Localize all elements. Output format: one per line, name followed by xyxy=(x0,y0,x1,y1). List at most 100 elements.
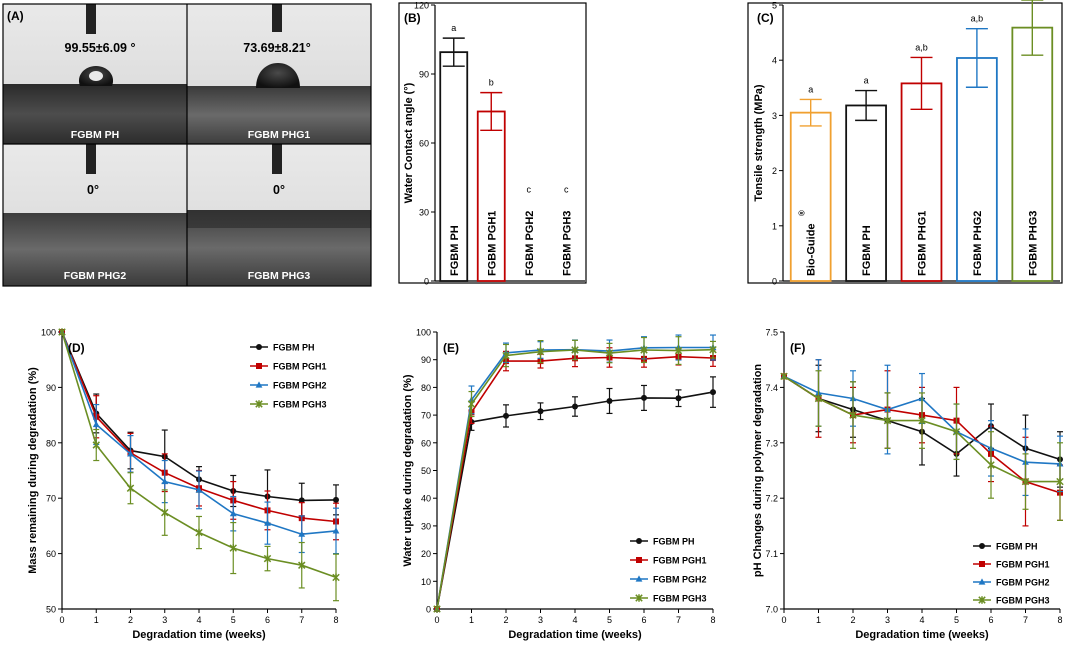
x-tick-label: 4 xyxy=(572,615,577,625)
x-tick-label: 8 xyxy=(333,615,338,625)
contact-angle-value: 99.55±6.09 ° xyxy=(65,41,136,55)
marker-star xyxy=(263,554,272,563)
y-tick-label: 90 xyxy=(46,383,56,393)
marker-star xyxy=(255,400,263,408)
marker-star xyxy=(229,544,237,552)
y-tick-label: 50 xyxy=(421,466,431,476)
marker-triangle xyxy=(195,486,203,493)
legend-label: FGBM PGH1 xyxy=(653,556,707,566)
marker-star xyxy=(635,594,643,602)
y-tick-label: 70 xyxy=(421,411,431,421)
photo-fgbm-ph: 99.55±6.09 ° FGBM PH xyxy=(3,4,187,144)
marker-triangle xyxy=(161,477,169,485)
category-label: FGBM PGH2 xyxy=(524,211,536,276)
x-tick-label: 3 xyxy=(162,615,167,625)
contact-angle-value: 0° xyxy=(273,183,285,197)
marker-star xyxy=(640,346,648,354)
panel-a-contact-angle-photos: 99.55±6.09 ° FGBM PH 73.69±8.21° FGBM PH… xyxy=(2,3,372,287)
x-tick-label: 5 xyxy=(607,615,612,625)
panel-label: (E) xyxy=(443,341,459,355)
marker-triangle xyxy=(635,575,643,582)
x-tick-label: 7 xyxy=(676,615,681,625)
y-tick-label: 30 xyxy=(421,521,431,531)
y-tick-label: 3 xyxy=(772,111,777,121)
significance-letter: a xyxy=(864,76,869,86)
legend-label: FGBM PGH3 xyxy=(273,400,327,410)
y-tick-label: 0 xyxy=(772,277,777,287)
marker-star xyxy=(502,351,510,360)
marker-circle xyxy=(641,394,647,401)
y-tick-label: 80 xyxy=(421,383,431,393)
significance-letter: c xyxy=(564,185,569,195)
y-tick-label: 10 xyxy=(421,577,431,587)
marker-circle xyxy=(537,408,544,415)
photo-fgbm-phg1: 73.69±8.21° FGBM PHG1 xyxy=(187,4,371,144)
marker-circle xyxy=(979,543,985,549)
significance-letter: a xyxy=(451,23,456,33)
panel-label: (F) xyxy=(790,341,805,355)
marker-star xyxy=(161,508,169,517)
marker-star xyxy=(918,416,926,425)
marker-circle xyxy=(710,389,716,396)
marker-square xyxy=(979,561,985,567)
legend-label: FGBM PH xyxy=(273,343,315,353)
photo-caption: FGBM PHG2 xyxy=(64,270,127,282)
significance-letter: c xyxy=(527,185,532,195)
legend-label: FGBM PGH2 xyxy=(273,381,327,391)
y-tick-label: 60 xyxy=(421,438,431,448)
y-axis-title: Water uptake during degradation (%) xyxy=(402,374,414,566)
marker-star xyxy=(58,328,66,336)
marker-star xyxy=(709,345,717,354)
panel-label: (B) xyxy=(404,11,421,25)
category-label: Bio-Guide xyxy=(806,223,818,276)
marker-star xyxy=(780,372,788,381)
marker-triangle xyxy=(255,381,263,388)
legend-label: FGBM PGH2 xyxy=(653,575,707,585)
x-axis-title: Degradation time (weeks) xyxy=(132,629,266,641)
panel-label: (A) xyxy=(7,9,24,23)
category-label: FGBM PGH3 xyxy=(561,211,573,276)
panel-label: (D) xyxy=(68,341,85,355)
water-droplet-icon xyxy=(256,63,300,88)
marker-circle xyxy=(675,395,682,402)
x-tick-label: 2 xyxy=(128,615,133,625)
marker-star xyxy=(952,427,961,436)
marker-circle xyxy=(503,412,509,419)
series-fgbm-pgh3 xyxy=(433,336,717,613)
y-axis-title: Mass remaining during degradation (%) xyxy=(27,367,39,574)
y-tick-label: 7.3 xyxy=(765,438,778,448)
marker-star xyxy=(332,573,340,582)
y-tick-label: 2 xyxy=(772,166,777,176)
panel-frame xyxy=(398,2,587,284)
x-tick-label: 7 xyxy=(1023,615,1028,625)
marker-star xyxy=(1056,477,1064,486)
marker-star xyxy=(92,441,100,449)
significance-letter: b xyxy=(489,78,494,88)
legend: FGBM PH FGBM PGH1 FGBM PGH2 FGBM PGH3 xyxy=(250,343,327,410)
x-tick-label: 4 xyxy=(919,615,924,625)
marker-circle xyxy=(606,397,613,404)
bar-1 xyxy=(439,51,469,282)
category-label: FGBM PHG1 xyxy=(917,211,929,276)
x-tick-label: 8 xyxy=(710,615,715,625)
y-tick-label: 100 xyxy=(41,328,56,338)
y-tick-label: 100 xyxy=(416,328,431,338)
photo-fgbm-phg2: 0° FGBM PHG2 xyxy=(3,144,187,286)
legend: FGBM PH FGBM PGH1 FGBM PGH2 FGBM PGH3 xyxy=(973,542,1050,606)
marker-circle xyxy=(298,497,305,504)
bar-2 xyxy=(845,104,887,282)
marker-star xyxy=(605,349,614,357)
legend-label: FGBM PH xyxy=(996,542,1038,552)
y-tick-label: 60 xyxy=(419,139,429,149)
category-label: FGBM PH xyxy=(861,225,873,276)
y-tick-label: 0 xyxy=(426,605,431,615)
category-label: FGBM PHG2 xyxy=(972,211,984,276)
category-label: FGBM PH xyxy=(449,225,461,276)
marker-triangle xyxy=(978,578,986,585)
marker-square xyxy=(256,363,262,369)
photo-fgbm-phg3: 0° FGBM PHG3 xyxy=(187,144,371,286)
y-tick-label: 7.0 xyxy=(765,605,778,615)
marker-circle xyxy=(333,496,339,503)
